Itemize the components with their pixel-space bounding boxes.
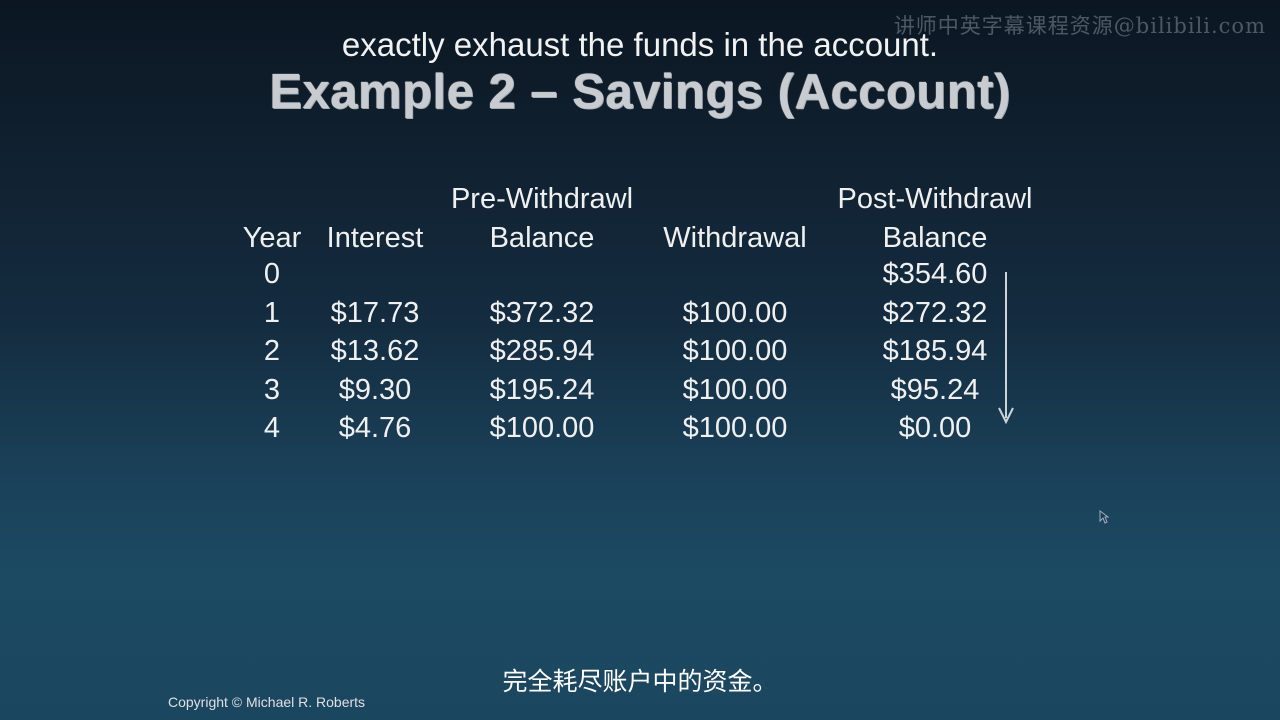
table-cell-year: 4 <box>263 412 281 444</box>
table-cell-post-balance: $272.32 <box>882 297 988 329</box>
table-cell-year: 3 <box>263 374 281 406</box>
watermark: 讲师中英字幕课程资源@bilibili.com <box>893 14 1266 38</box>
table-cell-pre-balance: $100.00 <box>489 412 595 444</box>
header-post-withdrawl-line1: Post-Withdrawl <box>837 183 1033 215</box>
header-year: Year <box>242 222 302 254</box>
table-cell-interest: $13.62 <box>330 335 420 367</box>
table-cell-pre-balance: $285.94 <box>489 335 595 367</box>
table-cell-withdrawal: $100.00 <box>682 335 788 367</box>
subtitle-top: exactly exhaust the funds in the account… <box>341 26 939 63</box>
caption-bottom: 完全耗尽账户中的资金。 <box>502 667 778 696</box>
table-cell-withdrawal: $100.00 <box>682 297 788 329</box>
copyright: Copyright © Michael R. Roberts <box>168 694 366 710</box>
header-withdrawal: Withdrawal <box>663 222 807 254</box>
table-cell-withdrawal: $100.00 <box>682 374 788 406</box>
table-cell-post-balance: $354.60 <box>882 258 988 290</box>
table-cell-withdrawal: $100.00 <box>682 412 788 444</box>
table-cell-interest: $17.73 <box>330 297 420 329</box>
header-post-withdrawl-line2: Balance <box>882 222 988 254</box>
header-pre-withdrawl-line1: Pre-Withdrawl <box>450 183 634 215</box>
table-cell-year: 0 <box>263 258 281 290</box>
header-interest: Interest <box>326 222 424 254</box>
table-cell-post-balance: $0.00 <box>898 412 972 444</box>
table-cell-year: 2 <box>263 335 281 367</box>
slide-title: Example 2 – Savings (Account) <box>269 65 1011 119</box>
table-cell-pre-balance: $372.32 <box>489 297 595 329</box>
mouse-cursor-icon <box>1099 510 1109 524</box>
header-pre-withdrawl-line2: Balance <box>489 222 595 254</box>
table-cell-post-balance: $185.94 <box>882 335 988 367</box>
table-cell-year: 1 <box>263 297 281 329</box>
table-cell-interest: $9.30 <box>338 374 412 406</box>
table-cell-post-balance: $95.24 <box>890 374 980 406</box>
table-cell-interest: $4.76 <box>338 412 412 444</box>
table-cell-pre-balance: $195.24 <box>489 374 595 406</box>
down-arrow-icon <box>998 272 1014 425</box>
